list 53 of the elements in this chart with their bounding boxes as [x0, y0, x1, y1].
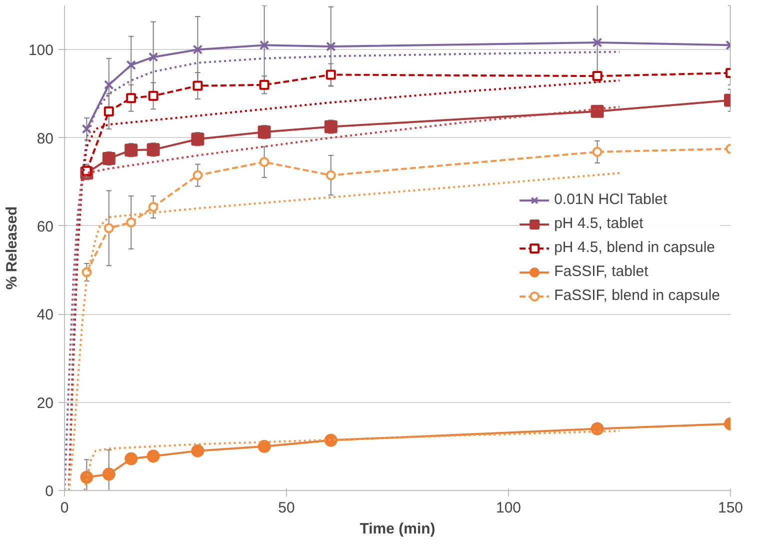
point	[124, 452, 138, 466]
point	[258, 440, 271, 453]
point	[324, 120, 338, 134]
point	[326, 42, 336, 52]
point	[324, 434, 338, 447]
x-tick-label: 100	[496, 500, 522, 516]
point	[148, 90, 158, 101]
point	[102, 468, 116, 481]
point	[146, 143, 160, 156]
y-tick-label: 60	[36, 218, 54, 236]
point	[104, 223, 114, 234]
y-tick-label: 80	[36, 130, 54, 148]
point	[126, 60, 136, 70]
point	[259, 80, 270, 90]
point	[326, 70, 336, 80]
legend-label: pH 4.5, tablet	[554, 215, 644, 232]
x-tick-label: 0	[60, 500, 69, 516]
point	[192, 44, 203, 54]
y-tick-label: 20	[36, 394, 54, 412]
y-tick-label: 100	[28, 42, 54, 60]
point	[259, 157, 270, 168]
point	[258, 126, 271, 139]
y-tick-label: 40	[36, 306, 54, 324]
point	[192, 80, 203, 91]
point	[148, 52, 158, 62]
legend-label: pH 4.5, blend in capsule	[554, 239, 716, 256]
point	[192, 170, 203, 180]
point	[259, 40, 270, 50]
point	[102, 152, 116, 165]
point	[590, 104, 604, 118]
point	[191, 444, 204, 458]
point	[104, 106, 114, 116]
point	[592, 38, 602, 48]
point	[191, 132, 204, 146]
point	[80, 470, 94, 484]
y-axis-title: % Released	[3, 206, 20, 290]
line-series	[83, 430, 620, 490]
y-tick-label: 0	[45, 483, 54, 500]
x-axis-title: Time (min)	[360, 520, 436, 538]
point	[124, 144, 138, 157]
legend-label: FaSSIF, blend in capsule	[554, 287, 720, 304]
point	[148, 202, 158, 212]
legend-label: 0.01N HCl Tablet	[554, 191, 668, 208]
point	[146, 450, 160, 463]
point	[104, 80, 114, 90]
point	[126, 217, 136, 228]
x-tick-label: 150	[718, 500, 744, 516]
x-tick-label: 50	[278, 500, 295, 516]
point	[590, 422, 604, 436]
point	[592, 146, 602, 157]
legend-label: FaSSIF, tablet	[554, 263, 648, 280]
point	[82, 124, 92, 134]
point	[326, 170, 336, 180]
